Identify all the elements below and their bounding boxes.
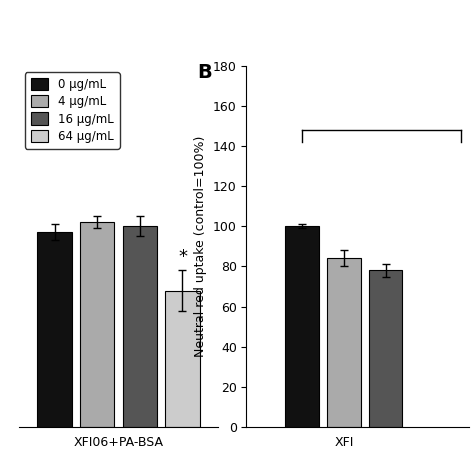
Bar bbox=[285, 227, 319, 427]
Bar bbox=[37, 232, 72, 427]
Text: B: B bbox=[198, 63, 212, 82]
Bar bbox=[123, 227, 157, 427]
Legend: 0 μg/mL, 4 μg/mL, 16 μg/mL, 64 μg/mL: 0 μg/mL, 4 μg/mL, 16 μg/mL, 64 μg/mL bbox=[25, 72, 119, 149]
Bar bbox=[327, 258, 361, 427]
Y-axis label: Neutral red uptake (control=100%): Neutral red uptake (control=100%) bbox=[194, 136, 207, 357]
Bar bbox=[80, 222, 114, 427]
Text: *: * bbox=[178, 248, 187, 266]
Bar bbox=[165, 291, 200, 427]
Bar bbox=[369, 271, 402, 427]
